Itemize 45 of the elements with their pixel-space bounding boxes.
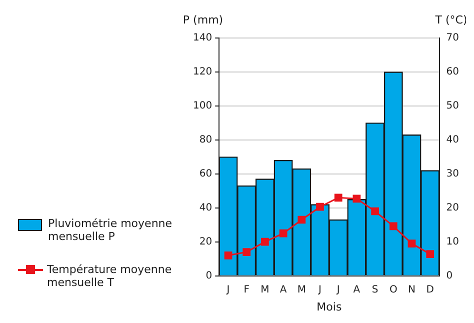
point [371, 207, 379, 216]
y2-tick-label: 30 [446, 168, 460, 180]
x-axis-title: Mois [316, 300, 342, 314]
y-axis-title: P (mm) [182, 13, 224, 26]
y2-tick-label: 40 [446, 134, 460, 146]
y2-axis-title: T (°C) [434, 13, 468, 26]
x-tick-label: A [353, 284, 360, 296]
point [334, 194, 342, 202]
x-tick-label: M [297, 284, 306, 296]
point [242, 248, 251, 256]
x-tick-label: F [244, 284, 250, 296]
y-tick-label: 140 [192, 32, 212, 44]
y2-tick-label: 70 [446, 32, 460, 44]
point [352, 194, 361, 203]
legend-label: Pluviométrie moyenne mensuelle P [48, 217, 174, 243]
y2-tick-label: 60 [446, 66, 460, 78]
point [426, 250, 434, 258]
y2-tick-label: 20 [446, 202, 460, 214]
point [261, 238, 269, 246]
y-tick-label: 80 [199, 134, 212, 146]
point [408, 240, 416, 248]
point [224, 251, 232, 260]
x-tick-label: A [280, 284, 287, 296]
x-tick-label: J [318, 284, 322, 296]
point [389, 222, 398, 230]
point [316, 202, 324, 211]
y2-tick-label: 10 [446, 236, 460, 248]
point [279, 229, 288, 238]
legend-label: Température moyenne mensuelle T [47, 263, 173, 289]
y-tick-label: 0 [206, 270, 212, 282]
y2-tick-label: 50 [446, 100, 460, 112]
x-tick-label: N [408, 284, 416, 296]
x-tick-label: M [260, 284, 270, 296]
y-tick-label: 40 [199, 202, 212, 214]
x-tick-label: J [226, 284, 230, 296]
x-tick-label: S [372, 284, 378, 296]
y-tick-label: 60 [199, 168, 212, 180]
y2-tick-label: 0 [446, 270, 453, 282]
x-tick-label: O [389, 284, 398, 296]
x-tick-label: D [426, 284, 434, 296]
y-tick-label: 20 [199, 236, 212, 248]
point [298, 216, 306, 224]
y-tick-label: 100 [192, 100, 212, 112]
y-tick-label: 120 [192, 66, 212, 78]
x-tick-label: J [336, 284, 340, 296]
